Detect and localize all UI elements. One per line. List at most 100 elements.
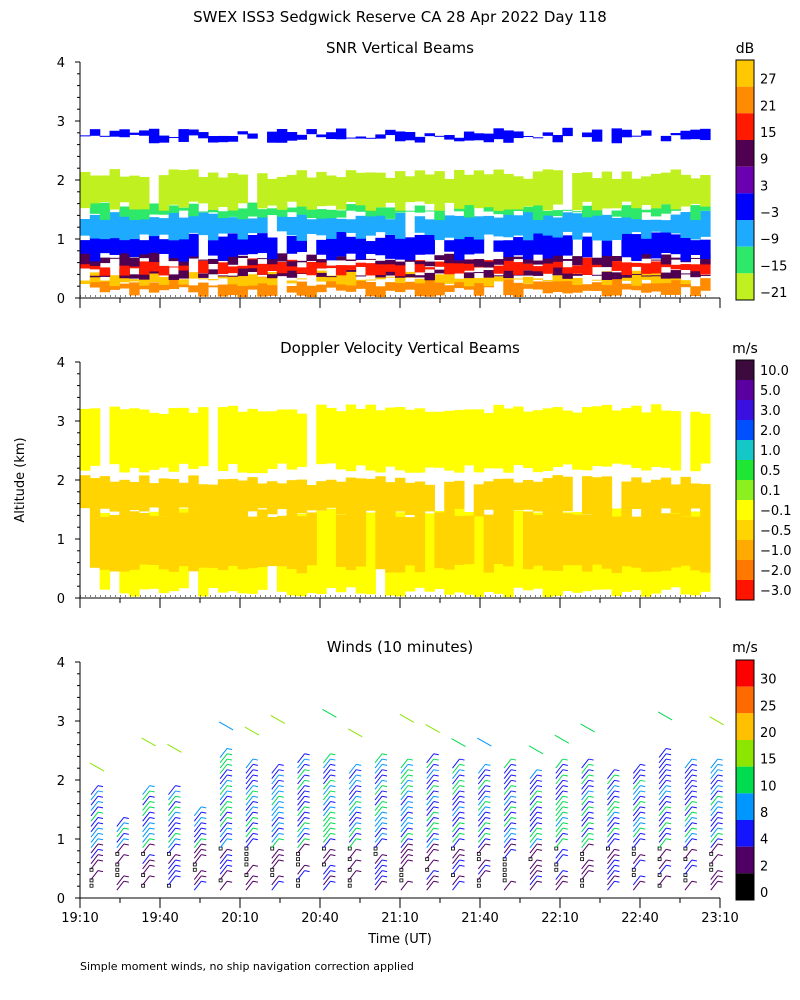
wind-barb [503,849,512,859]
wind-barb [452,811,460,822]
wind-barb-flag [459,785,465,788]
heatmap-cell [680,273,691,275]
wind-barb [219,822,228,833]
heatmap-cell [99,202,111,220]
wind-barb [477,838,486,849]
heatmap-cell [611,278,623,296]
wind-barb-flag [356,774,362,777]
wind-barb-flag [227,816,233,819]
wind-barb-flag [201,822,207,825]
heatmap-cell [700,278,711,291]
wind-barb [90,806,99,817]
wind-barb [116,833,125,843]
heatmap-cell [119,264,130,276]
wind-barb-flag [97,811,104,814]
wind-barb-flag [691,774,698,777]
heatmap-cell [660,513,672,571]
wind-barb-flag [562,769,568,772]
wind-barb-flag [330,806,336,809]
wind-barb-flag [562,779,568,782]
wind-barb-flag [511,848,517,851]
heatmap-cell [582,132,593,138]
colorbar-label: 10 [760,779,777,794]
wind-barb [529,817,538,827]
wind-barb [271,854,280,864]
wind-barb-flag [433,790,439,793]
heatmap-cell [690,219,701,240]
heatmap-cell [345,514,357,571]
wind-barb-flag [665,758,672,761]
heatmap-cell [257,263,268,275]
heatmap-cell [414,261,426,265]
heatmap-cell [690,411,701,472]
heatmap-cell [296,267,308,274]
heatmap-cell [109,406,120,465]
heatmap-cell [414,278,426,284]
heatmap-cell [434,171,445,211]
heatmap-cell [178,217,189,240]
heatmap-cell [473,237,485,254]
heatmap-cell [434,279,445,296]
heatmap-cell [572,514,583,566]
heatmap-cell [198,259,209,261]
wind-barb [348,811,357,822]
heatmap-cell [355,215,367,239]
colorbar-label: 25 [760,699,777,714]
wind-barb [297,780,305,790]
calm-marker [631,851,636,856]
heatmap-cell [89,275,101,278]
wind-barb [632,795,641,806]
heatmap-cell [178,268,189,279]
heatmap-cell [139,130,150,136]
wind-barb [581,864,590,875]
heatmap-cell [345,265,357,270]
wind-barb-flag [485,827,491,830]
wind-barb-flag [149,859,155,862]
heatmap-cell [178,283,189,288]
wind-barb-flag [227,848,233,851]
heatmap-cell [454,234,465,261]
wind-barb-flag [304,811,310,814]
wind-barb-flag [717,785,723,788]
wind-barb [529,843,538,854]
wind-barb-flag [252,832,259,835]
wind-barb [245,780,254,790]
heatmap-cell [217,211,229,219]
heatmap-cell [326,175,337,206]
wind-barb-flag [252,838,259,841]
y-axis-label: Altitude (km) [13,437,28,522]
wind-barb-flag [562,801,568,804]
wind-barb [193,833,202,843]
heatmap-cell [99,476,111,509]
wind-barb [193,875,202,886]
wind-barb [607,870,615,880]
wind-barb-flag [665,859,672,862]
wind-barb-flag [227,854,233,857]
heatmap-cell [542,280,554,282]
heatmap-cell [700,128,711,141]
heatmap-cell [562,476,573,512]
heatmap-cell [562,513,573,566]
heatmap-cell [217,135,229,143]
heatmap-cell [207,209,219,213]
wind-barb-flag [304,827,310,830]
wind-barb [348,849,357,859]
wind-barb [555,822,564,833]
heatmap-cell [365,281,376,297]
wind-barb [400,785,409,795]
wind-barb-flag [717,854,723,857]
heatmap-cell [690,516,701,571]
colorbar-label: 15 [760,126,777,141]
heatmap-cell [237,275,248,287]
heatmap-cell [473,133,485,141]
wind-barb [348,822,357,833]
wind-barb [426,785,435,795]
wind-barb-flag [175,801,181,804]
wind-barb-flag [717,827,723,830]
wind-barb-flag [304,785,310,788]
wind-barb [142,811,151,822]
wind-barb [323,880,331,891]
colorbar-swatch [736,380,754,400]
heatmap-cell [326,479,337,508]
wind-barb [400,774,409,785]
